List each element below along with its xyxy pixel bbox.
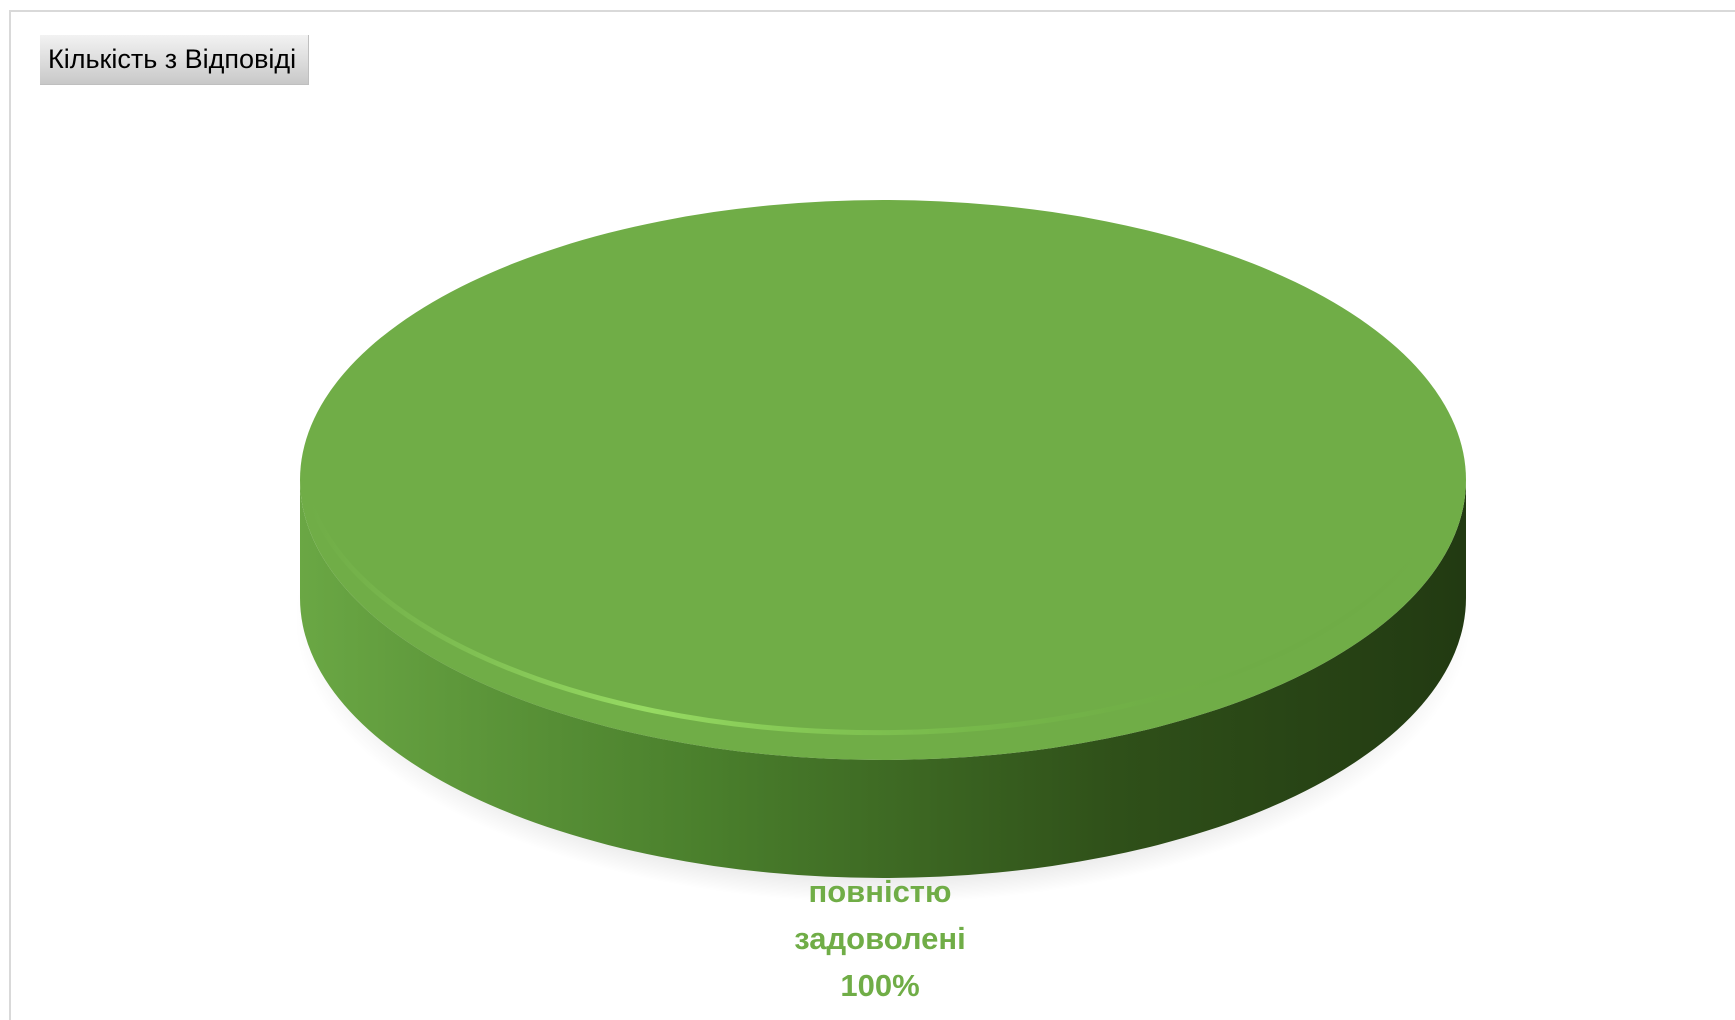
pivot-field-button[interactable]: Кількість з Відповіді (40, 35, 310, 85)
slice-label-line1: повністю (808, 874, 952, 909)
pie-slice-1-rim-highlight (307, 499, 1429, 736)
slice-data-label: повністю задоволені 100% (680, 868, 1080, 1009)
slice-label-percent: 100% (840, 968, 920, 1003)
pie-slice-1-top[interactable] (300, 200, 1466, 760)
slice-label-line2: задоволені (794, 921, 966, 956)
pie-slice-1-side[interactable] (300, 480, 1466, 878)
